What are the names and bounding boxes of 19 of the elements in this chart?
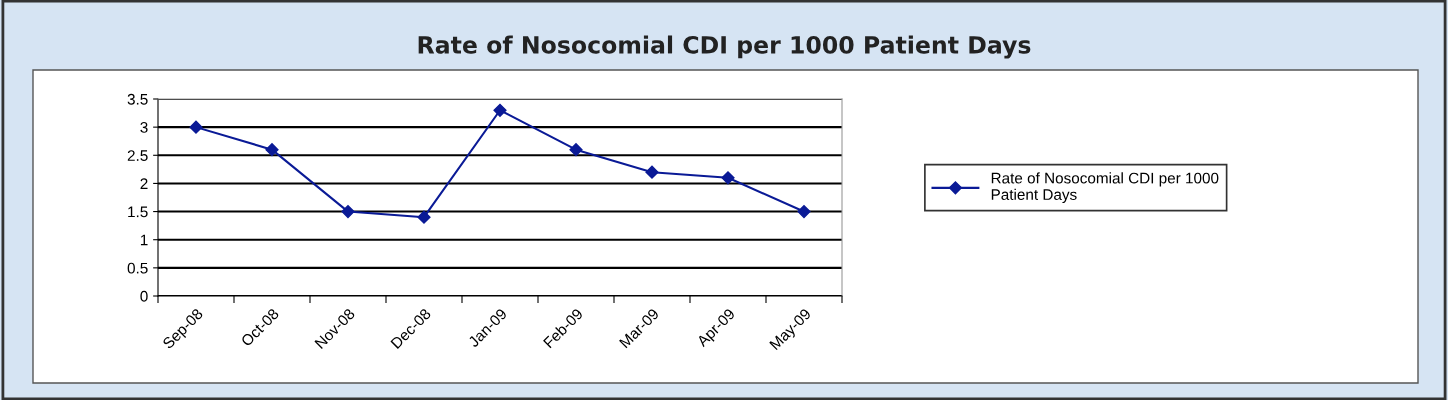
point: [417, 210, 431, 224]
y-tick-label: 1: [140, 234, 148, 246]
y-tick-label: 2.5: [127, 150, 148, 161]
y-tick-label: 1.5: [128, 206, 148, 218]
y-tick-label: 0: [140, 290, 148, 302]
point: [341, 204, 355, 219]
point: [493, 103, 507, 117]
y-tick-label: 3.5: [127, 93, 148, 105]
y-tick-label: 2: [140, 178, 148, 189]
point: [265, 143, 279, 157]
point: [721, 171, 735, 185]
chart-title: Rate of Nosocomial CDI per 1000 Patient Days: [418, 35, 1031, 59]
point: [569, 143, 583, 157]
legend-label: Rate of Nosocomial CDI per 1000 Patient Days: [991, 172, 1219, 203]
point: [797, 204, 811, 219]
point: [189, 120, 203, 134]
y-tick-label: 0.5: [127, 262, 148, 274]
point: [645, 165, 659, 179]
y-tick-label: 3: [140, 122, 148, 133]
